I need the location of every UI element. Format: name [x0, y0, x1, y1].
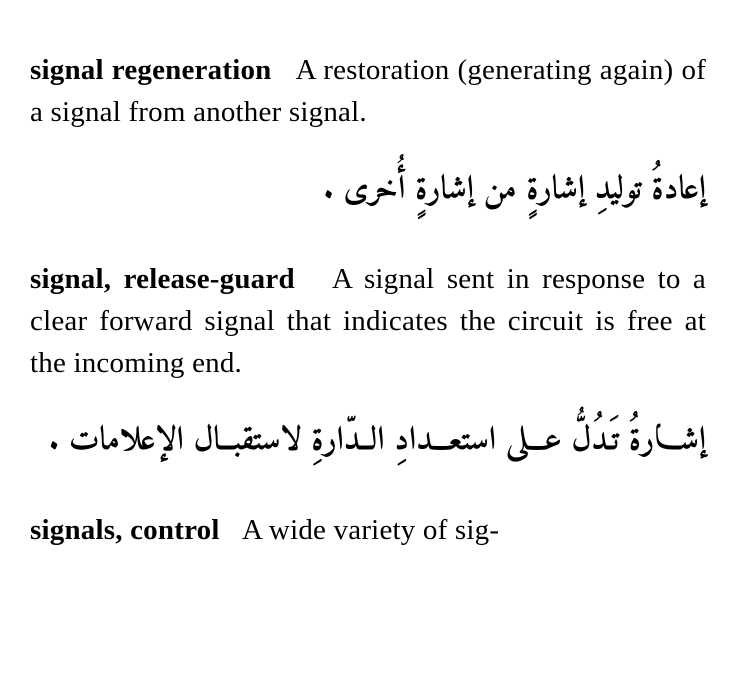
entry-term: signal, release-guard: [30, 263, 295, 295]
entry-arabic: إشـــارةُ تَـدُلُّ عـــلى استعـــدادِ ال…: [30, 413, 706, 471]
entry-english: signals, control A wide variety of sig-: [30, 509, 706, 551]
dictionary-entry: signal regeneration A restoration (gener…: [30, 49, 706, 220]
entry-english: signal, release-guard A signal sent in r…: [30, 258, 706, 384]
entry-definition: A wide variety of sig-: [242, 514, 499, 546]
entry-term: signal regeneration: [30, 54, 271, 86]
entry-arabic: إعادةُ توليدِ إشارةٍ من إشارةٍ أُخرى .: [30, 162, 706, 220]
dictionary-entry: signal, release-guard A signal sent in r…: [30, 258, 706, 471]
entry-english: signal regeneration A restoration (gener…: [30, 49, 706, 133]
entry-term: signals, control: [30, 514, 220, 546]
dictionary-entry: signals, control A wide variety of sig-: [30, 509, 706, 551]
